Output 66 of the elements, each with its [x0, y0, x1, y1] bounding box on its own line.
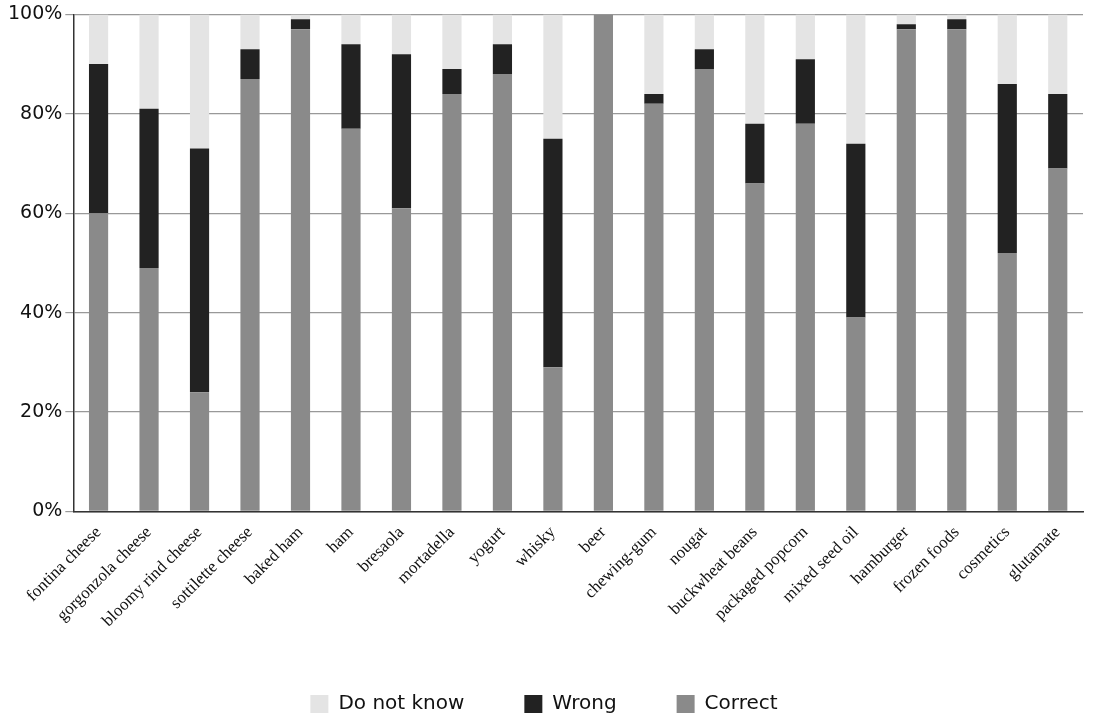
bar — [846, 14, 866, 144]
bar — [88, 64, 109, 214]
bar — [745, 123, 765, 184]
bar — [1048, 14, 1068, 94]
y-tick-label: 20% — [20, 398, 63, 421]
bar — [846, 317, 866, 511]
bar — [341, 44, 361, 129]
bar — [341, 14, 361, 45]
bar — [391, 208, 412, 511]
bar — [1048, 93, 1068, 169]
bar — [543, 14, 563, 139]
bar — [139, 14, 159, 109]
bar — [795, 59, 815, 124]
bar — [442, 69, 462, 94]
bar — [745, 183, 765, 511]
bar — [341, 128, 361, 511]
bar — [543, 138, 563, 368]
bar — [189, 14, 210, 149]
bar — [947, 29, 967, 511]
bar — [442, 93, 462, 511]
x-tick-label: ham — [322, 522, 357, 557]
bar — [795, 123, 815, 511]
bar — [88, 14, 109, 65]
bar — [795, 14, 815, 60]
y-tick-label: 60% — [20, 200, 63, 223]
bar — [492, 74, 513, 511]
legend-label: Do not know — [338, 690, 465, 715]
bar — [846, 143, 866, 318]
bar — [694, 49, 714, 70]
bar — [997, 14, 1017, 84]
bar — [240, 49, 260, 80]
bar — [88, 213, 109, 511]
bar — [593, 14, 613, 511]
bar — [644, 14, 664, 94]
bar — [745, 14, 765, 124]
bar — [694, 69, 714, 511]
bar — [644, 103, 664, 511]
bar — [543, 367, 563, 511]
bar — [442, 14, 462, 70]
bar — [694, 14, 714, 50]
y-tick-label: 100% — [7, 1, 63, 24]
bar — [644, 93, 664, 104]
bar — [492, 44, 513, 75]
bar — [997, 83, 1017, 253]
y-tick-label: 0% — [32, 498, 63, 521]
bar — [896, 29, 916, 511]
bar — [896, 24, 916, 30]
bar — [947, 19, 967, 30]
bar — [391, 14, 412, 55]
bar — [240, 79, 260, 511]
bar — [290, 19, 311, 30]
bar — [391, 54, 412, 209]
bar — [1048, 168, 1068, 511]
bar — [896, 14, 916, 25]
y-tick-label: 40% — [20, 299, 63, 322]
legend-label: Wrong — [552, 690, 617, 715]
bar — [240, 14, 260, 50]
bar — [189, 148, 210, 393]
bar — [189, 392, 210, 511]
bar — [139, 267, 159, 511]
bar — [492, 14, 513, 45]
bar — [290, 29, 311, 511]
legend-label: Correct — [704, 690, 778, 715]
bar — [997, 252, 1017, 511]
bar — [139, 108, 159, 268]
y-tick-label: 80% — [20, 100, 63, 123]
